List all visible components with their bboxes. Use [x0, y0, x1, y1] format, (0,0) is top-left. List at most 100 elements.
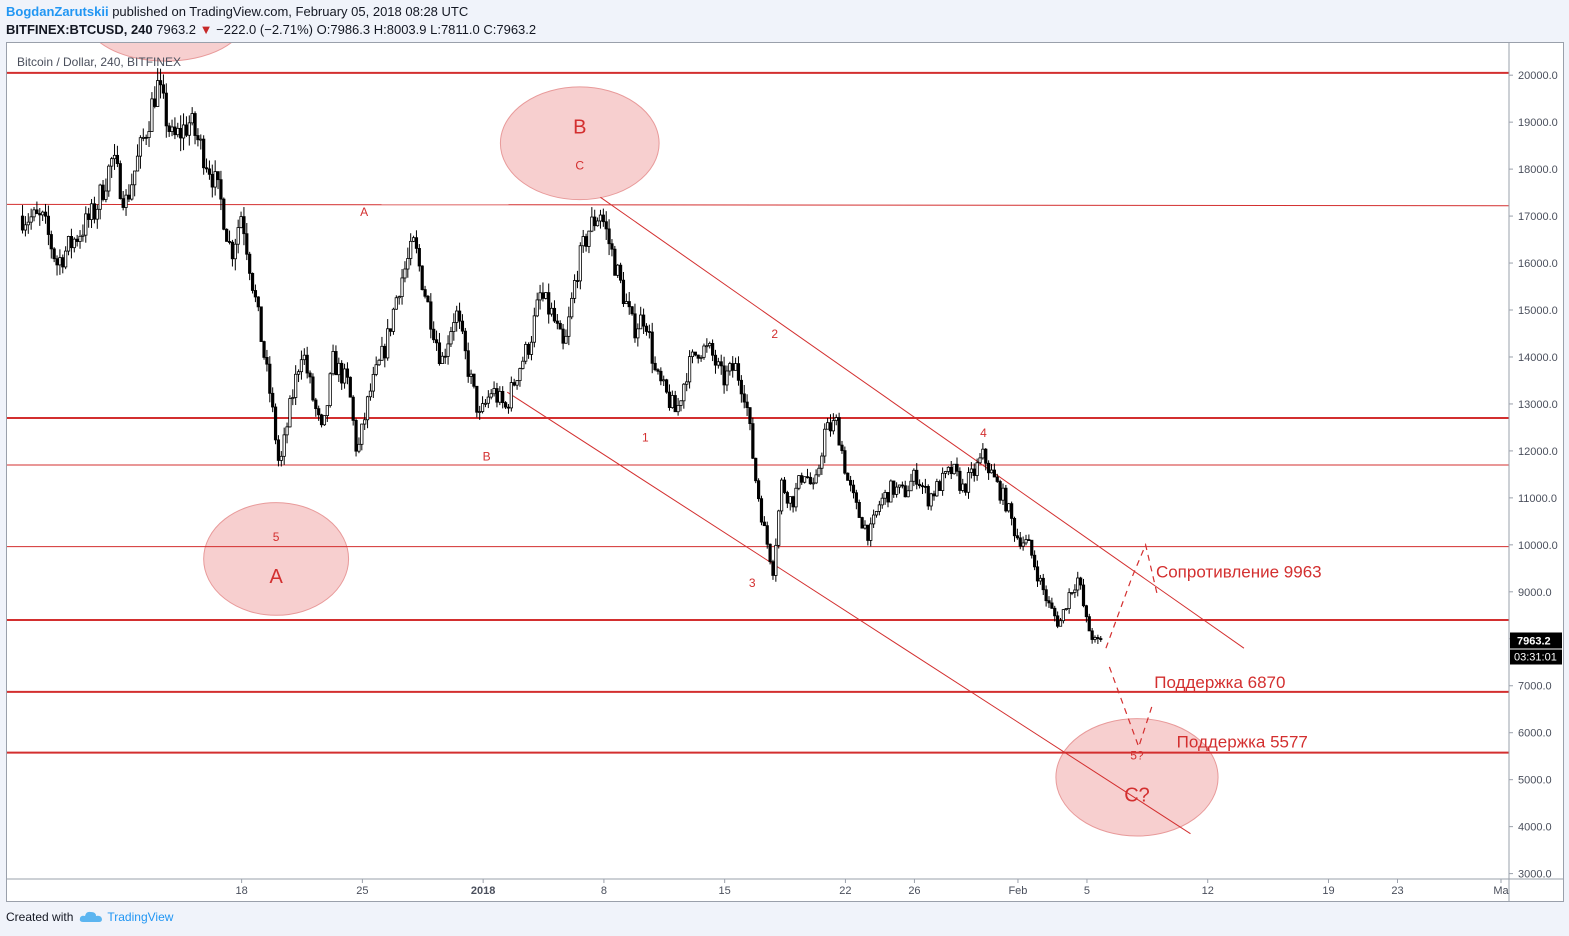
candle-body: [469, 373, 473, 377]
candle-body: [291, 397, 295, 399]
tradingview-brand: TradingView: [107, 910, 174, 924]
candle-body: [95, 208, 99, 220]
candle-body: [739, 379, 743, 395]
candle-body: [334, 351, 338, 376]
candle-body: [262, 341, 266, 358]
candle-body: [900, 484, 904, 487]
candle-body: [938, 481, 942, 491]
candle-body: [460, 320, 465, 332]
candle-body: [503, 402, 508, 408]
candle-body: [69, 236, 74, 249]
candle-body: [41, 211, 45, 216]
candle-body: [1081, 584, 1086, 607]
y-tick-label: 10000.0: [1518, 540, 1558, 552]
candle-body: [1053, 607, 1057, 617]
last-price-tag-label: 7963.2: [1517, 636, 1551, 648]
candle-body: [150, 98, 154, 132]
candle-body: [719, 361, 723, 367]
candle-body: [348, 376, 352, 398]
candle-body: [549, 307, 554, 315]
candle-body: [920, 485, 925, 488]
y-tick-label: 5000.0: [1518, 775, 1552, 787]
candle-body: [1090, 630, 1094, 640]
wave-ellipse: [203, 502, 350, 616]
candle-body: [360, 423, 364, 445]
candle-body: [558, 322, 562, 330]
trend-line: [600, 196, 1245, 649]
candle-body: [81, 234, 85, 237]
candle-body: [780, 479, 784, 512]
candle-body: [515, 380, 519, 386]
candle-body: [964, 483, 968, 493]
candle-body: [112, 154, 117, 160]
candle-body: [107, 165, 111, 192]
candle-body: [814, 474, 818, 484]
candle-body: [406, 258, 410, 270]
candle-body: [480, 403, 485, 412]
candle-body: [518, 368, 522, 382]
tradingview-logo[interactable]: TradingView: [79, 910, 173, 924]
candle-body: [58, 257, 62, 266]
candle-body: [751, 423, 755, 459]
candle-body: [158, 80, 163, 86]
candle-body: [213, 171, 217, 188]
ellipse-sub-label: C: [575, 158, 584, 172]
chart-legend: Bitcoin / Dollar, 240, BITFINEX: [17, 55, 182, 69]
candle-body: [294, 373, 298, 398]
wave-label: 1: [642, 431, 649, 445]
candle-body: [544, 292, 548, 299]
candle-body: [397, 296, 401, 299]
last-price: 7963.2: [156, 22, 197, 37]
candle-body: [489, 393, 493, 398]
y-tick-label: 20000.0: [1518, 70, 1558, 82]
candle-body: [883, 492, 887, 499]
chart-panel[interactable]: A 5 B C C? 5? A B 1 2 3 4 Сопротивление 9963 Поддержк…: [6, 42, 1564, 902]
candle-body: [1024, 539, 1028, 544]
candle-body: [164, 92, 168, 127]
candle-body: [365, 396, 370, 421]
candle-body: [371, 373, 375, 392]
candle-body: [138, 137, 143, 157]
candle-body: [446, 343, 450, 357]
candle-body: [475, 385, 479, 413]
candle-body: [765, 525, 769, 545]
candle-body: [144, 136, 148, 139]
level-annotation: Сопротивление 9963: [1156, 563, 1322, 582]
candle-body: [181, 124, 186, 139]
wave-ellipse: [99, 43, 232, 62]
candle-body: [216, 171, 220, 181]
candle-body: [757, 480, 761, 500]
candle-body: [696, 354, 700, 359]
ellipse-label: C?: [1124, 784, 1150, 806]
candle-body: [828, 422, 833, 432]
candle-body: [564, 335, 568, 344]
candle-body: [886, 492, 890, 503]
candle-body: [363, 419, 367, 425]
author-link[interactable]: BogdanZarutskii: [6, 4, 109, 19]
candle-body: [101, 184, 105, 200]
candle-body: [239, 216, 243, 229]
candle-body: [411, 237, 416, 242]
candle-body: [1038, 577, 1042, 582]
candle-body: [193, 113, 197, 136]
candle-body: [236, 227, 240, 245]
candle-body: [722, 365, 726, 386]
candle-body: [803, 476, 807, 483]
x-tick-label: 22: [839, 885, 851, 897]
candle-body: [245, 233, 249, 255]
candle-body: [923, 485, 927, 488]
candle-body: [230, 241, 235, 260]
candle-body: [259, 306, 263, 342]
x-tick-label: 25: [356, 885, 368, 897]
candle-body: [811, 482, 815, 485]
candle-body: [1056, 615, 1060, 627]
candle-body: [837, 417, 841, 446]
candle-body: [685, 381, 689, 385]
candle-body: [127, 194, 131, 200]
candle-body: [66, 236, 71, 252]
candle-body: [199, 138, 203, 141]
candle-body: [728, 363, 732, 372]
candle-body: [380, 345, 384, 361]
candle-body: [877, 504, 881, 512]
